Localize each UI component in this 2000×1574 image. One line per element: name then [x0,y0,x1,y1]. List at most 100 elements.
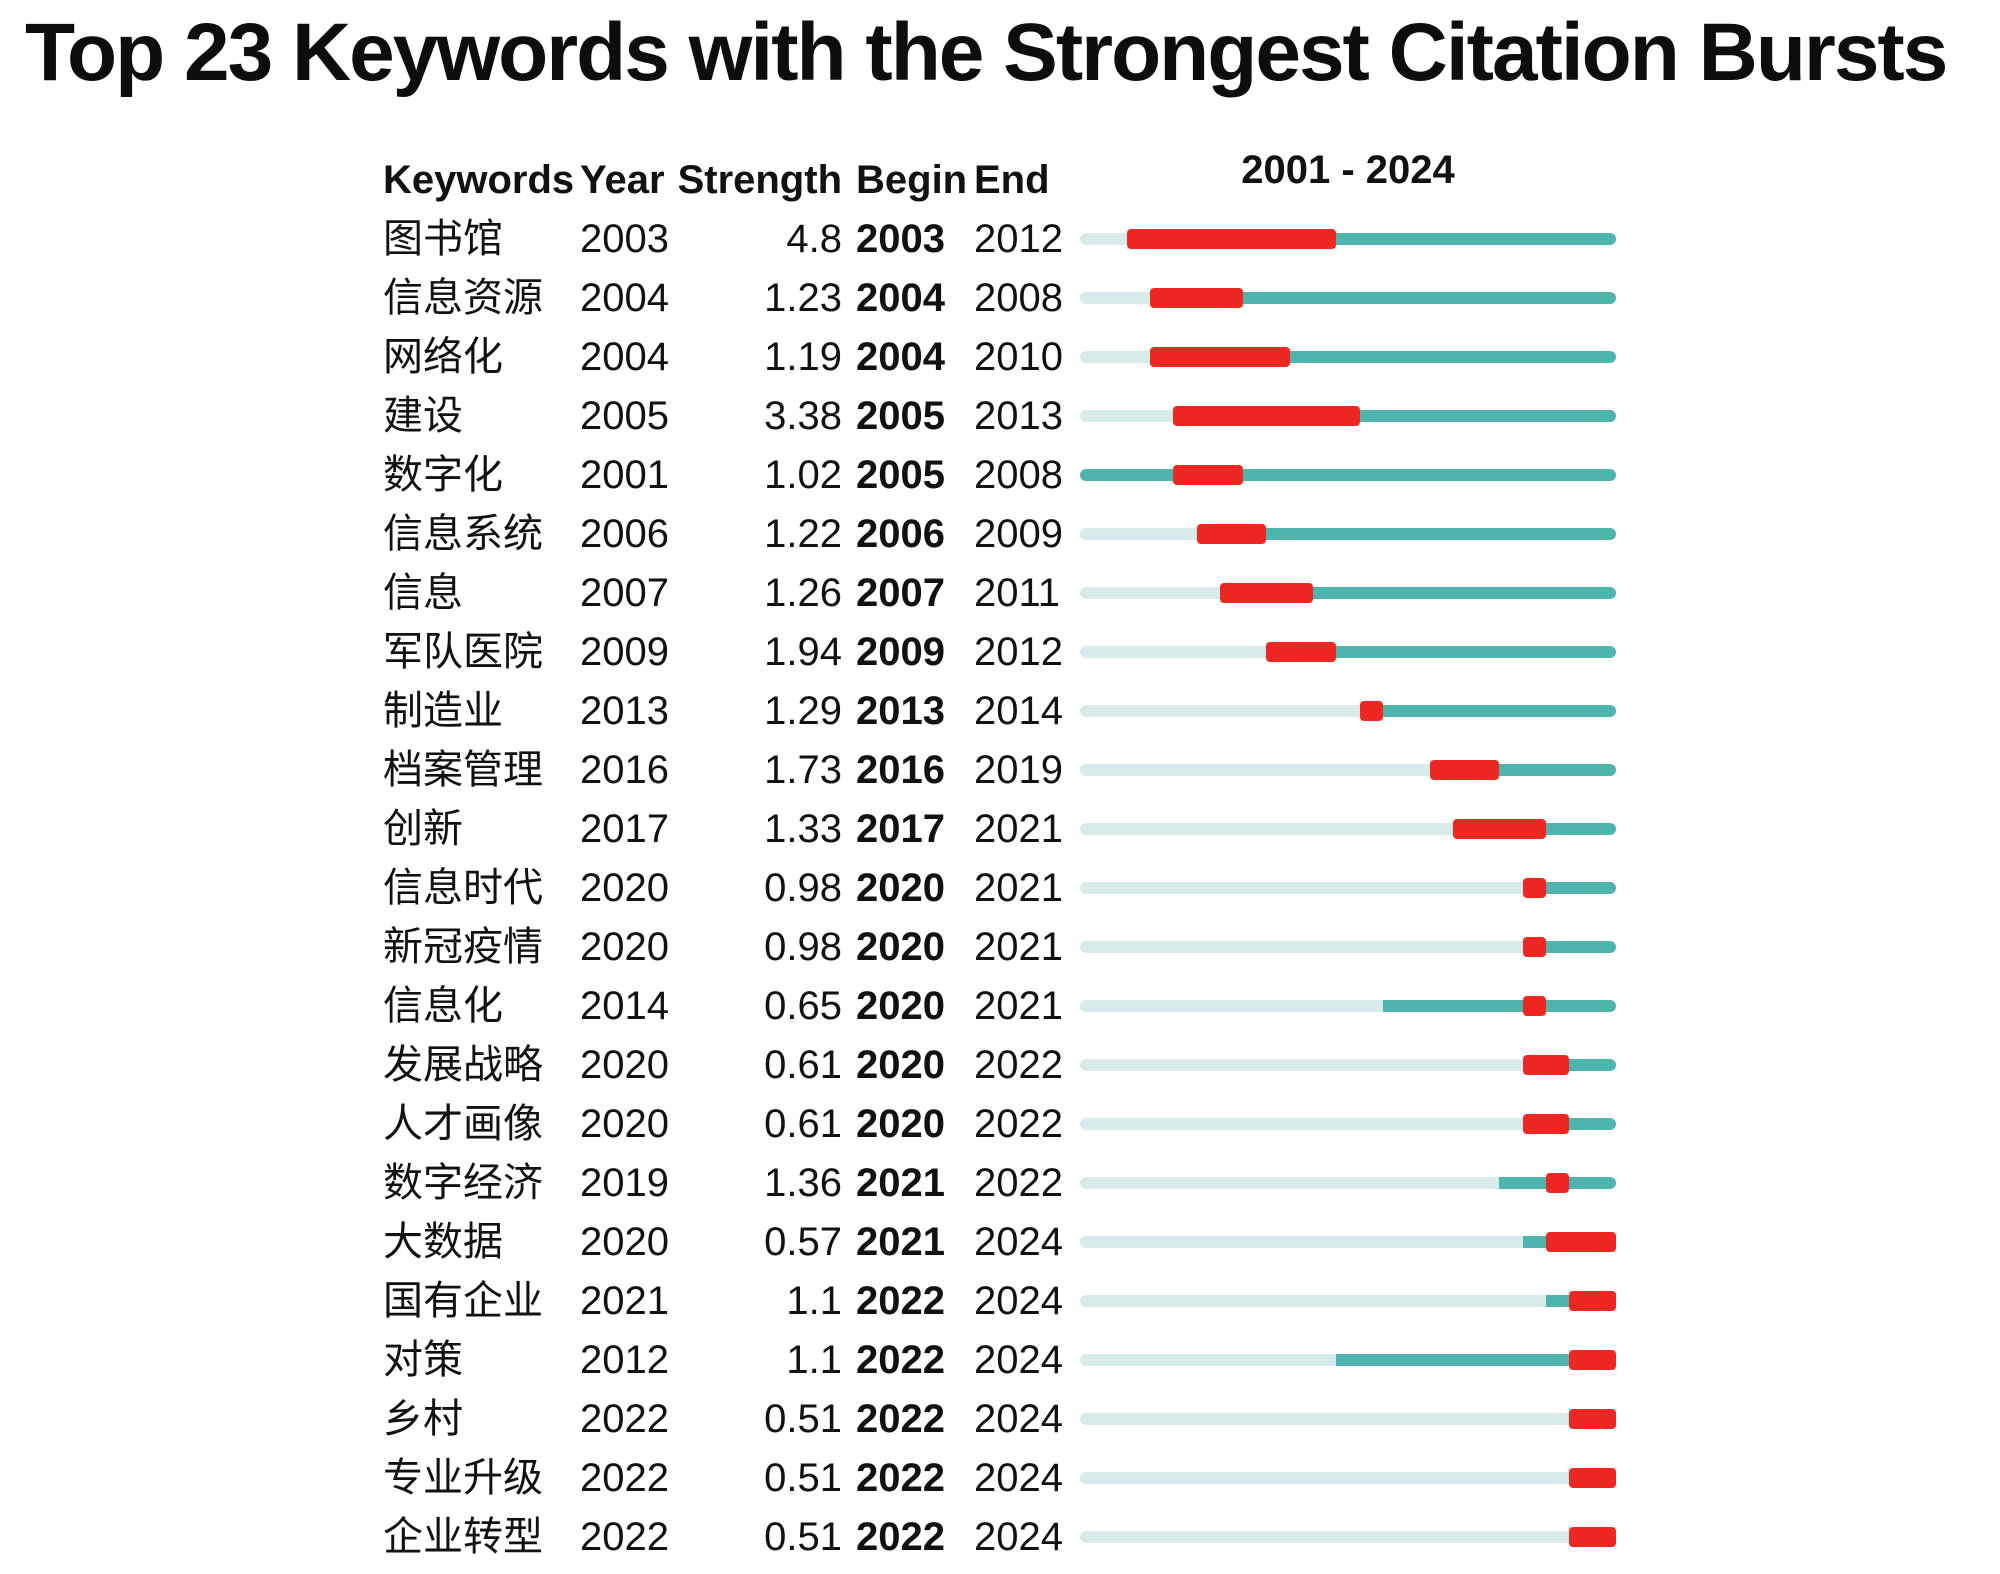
header-begin: Begin [856,157,968,202]
timeline-bar [1080,1330,1616,1389]
table-row: 人才画像 2020 0.61 2020 2022 [383,1094,1616,1153]
end-cell: 2024 [974,1219,1063,1264]
burst-segment [1359,700,1383,721]
timeline-track [1080,1412,1616,1425]
table-row: 军队医院 2009 1.94 2009 2012 [383,622,1616,681]
burst-segment [1522,936,1547,957]
table-row: 图书馆 2003 4.8 2003 2012 [383,209,1616,268]
year-cell: 2022 [580,1455,669,1500]
begin-cell: 2005 [856,452,945,497]
strength-cell: 1.73 [764,747,842,792]
end-cell: 2010 [974,334,1063,379]
timeline-bar [1080,799,1616,858]
burst-segment [1126,228,1337,249]
year-cell: 2009 [580,629,669,674]
end-cell: 2012 [974,216,1063,261]
year-cell: 2003 [580,216,669,261]
strength-cell: 0.61 [764,1101,842,1146]
active-pre-segment [1522,1235,1547,1248]
table-row: 制造业 2013 1.29 2013 2014 [383,681,1616,740]
strength-cell: 1.22 [764,511,842,556]
active-post-segment [1336,645,1616,658]
table-row: 数字化 2001 1.02 2005 2008 [383,445,1616,504]
begin-cell: 2017 [856,806,945,851]
begin-cell: 2020 [856,1042,945,1087]
strength-cell: 1.33 [764,806,842,851]
begin-cell: 2022 [856,1337,945,1382]
end-cell: 2021 [974,865,1063,910]
page-title: Top 23 Keywords with the Strongest Citat… [25,7,1948,98]
active-post-segment [1336,232,1616,245]
end-cell: 2024 [974,1455,1063,1500]
active-post-segment [1546,940,1616,953]
keyword-cell: 国有企业 [383,1278,543,1323]
timeline-bar [1080,386,1616,445]
burst-segment [1149,287,1244,308]
keyword-cell: 军队医院 [383,629,543,674]
inactive-segment [1080,881,1523,894]
strength-cell: 0.51 [764,1455,842,1500]
header-timeline-range: 2001 - 2024 [1241,148,1455,192]
table-row: 档案管理 2016 1.73 2016 2019 [383,740,1616,799]
strength-cell: 0.51 [764,1396,842,1441]
inactive-segment [1080,1412,1570,1425]
active-post-segment [1382,704,1616,717]
inactive-segment [1080,409,1174,422]
active-post-segment [1289,350,1616,363]
timeline-bar [1080,917,1616,976]
timeline-bar [1080,681,1616,740]
inactive-segment [1080,232,1127,245]
keyword-cell: 信息系统 [383,511,543,556]
inactive-segment [1080,940,1523,953]
year-cell: 2020 [580,865,669,910]
year-cell: 2020 [580,1101,669,1146]
keyword-cell: 网络化 [383,334,503,379]
burst-segment [1429,759,1500,780]
inactive-segment [1080,291,1150,304]
year-cell: 2013 [580,688,669,733]
timeline-bar [1080,1389,1616,1448]
table-row: 乡村 2022 0.51 2022 2024 [383,1389,1616,1448]
begin-cell: 2022 [856,1514,945,1559]
end-cell: 2022 [974,1160,1063,1205]
end-cell: 2021 [974,924,1063,969]
timeline-bar [1080,622,1616,681]
timeline-track [1080,1471,1616,1484]
table-row: 企业转型 2022 0.51 2022 2024 [383,1507,1616,1566]
inactive-segment [1080,1471,1570,1484]
begin-cell: 2013 [856,688,945,733]
keyword-cell: 创新 [383,806,463,851]
begin-cell: 2006 [856,511,945,556]
begin-cell: 2022 [856,1396,945,1441]
burst-segment [1522,877,1547,898]
keyword-cell: 档案管理 [383,747,543,792]
begin-cell: 2021 [856,1219,945,1264]
timeline-track [1080,527,1616,540]
timeline-bar [1080,445,1616,504]
timeline-bar [1080,1448,1616,1507]
end-cell: 2024 [974,1337,1063,1382]
timeline-track [1080,1176,1616,1189]
timeline-track [1080,1530,1616,1543]
begin-cell: 2004 [856,334,945,379]
table-row: 国有企业 2021 1.1 2022 2024 [383,1271,1616,1330]
table-row: 信息化 2014 0.65 2020 2021 [383,976,1616,1035]
inactive-segment [1080,822,1453,835]
active-post-segment [1243,468,1616,481]
timeline-track [1080,1353,1616,1366]
burst-table-body: 图书馆 2003 4.8 2003 2012 信息资源 2004 1.23 20… [383,209,1616,1566]
year-cell: 2017 [580,806,669,851]
inactive-segment [1080,704,1360,717]
burst-segment [1522,1054,1570,1075]
keyword-cell: 专业升级 [383,1455,543,1500]
strength-cell: 0.61 [764,1042,842,1087]
strength-cell: 4.8 [786,216,842,261]
table-row: 信息资源 2004 1.23 2004 2008 [383,268,1616,327]
burst-segment [1522,1113,1570,1134]
strength-cell: 1.26 [764,570,842,615]
burst-segment [1452,818,1547,839]
timeline-bar [1080,268,1616,327]
begin-cell: 2016 [856,747,945,792]
timeline-bar [1080,563,1616,622]
timeline-bar [1080,209,1616,268]
